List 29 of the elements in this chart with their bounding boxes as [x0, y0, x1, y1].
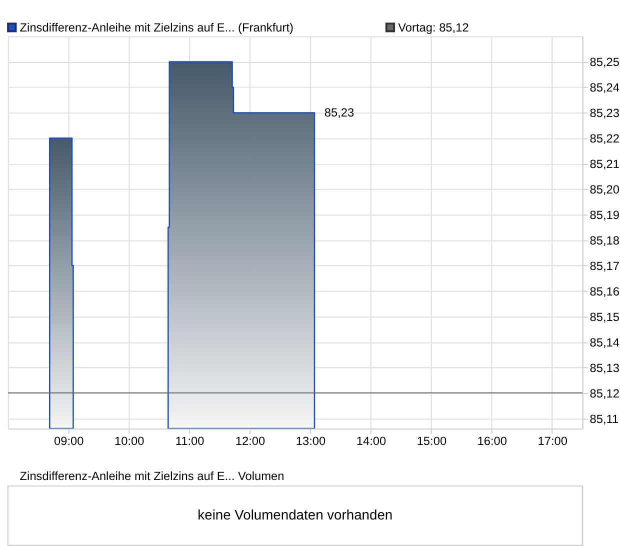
x-tick-label: 10:00	[114, 434, 145, 448]
y-tick-label: 85,25	[590, 55, 620, 70]
x-tick-label: 11:00	[175, 434, 205, 448]
x-tick-label: 15:00	[416, 434, 447, 448]
y-tick-label: 85,13	[590, 360, 620, 375]
x-tick-label: 14:00	[356, 434, 386, 448]
y-tick-label: 85,16	[590, 284, 620, 298]
y-tick-label: 85,15	[590, 310, 620, 324]
y-tick-label: 85,20	[590, 182, 620, 197]
text: Zinsdifferenz-Anleihe mit Zielzins auf E... Volumen	[20, 469, 284, 484]
legend-label: Vortag: 85,12	[398, 20, 469, 34]
x-tick-label: 17:00	[538, 434, 568, 448]
y-tick-label: 85,11	[590, 412, 620, 426]
y-tick-label: 85,14	[590, 335, 620, 350]
x-tick-label: 12:00	[235, 434, 266, 448]
legend-label: Zinsdifferenz-Anleihe mit Zielzins auf E... (Frankfurt)	[20, 20, 294, 34]
annotation: 85,23	[324, 106, 355, 120]
x-tick-label: 16:00	[477, 434, 508, 448]
y-tick-label: 85,23	[590, 106, 620, 120]
y-tick-label: 85,12	[590, 386, 620, 400]
y-tick-label: 85,19	[590, 208, 620, 222]
y-tick-label: 85,17	[590, 258, 620, 273]
x-tick-label: 09:00	[54, 434, 84, 448]
y-tick-label: 85,18	[590, 234, 620, 248]
x-tick-label: 13:00	[296, 434, 326, 448]
y-tick-label: 85,21	[590, 157, 620, 172]
y-tick-label: 85,24	[590, 80, 620, 95]
y-tick-label: 85,22	[590, 132, 620, 146]
text: keine Volumendaten vorhanden	[198, 506, 393, 523]
